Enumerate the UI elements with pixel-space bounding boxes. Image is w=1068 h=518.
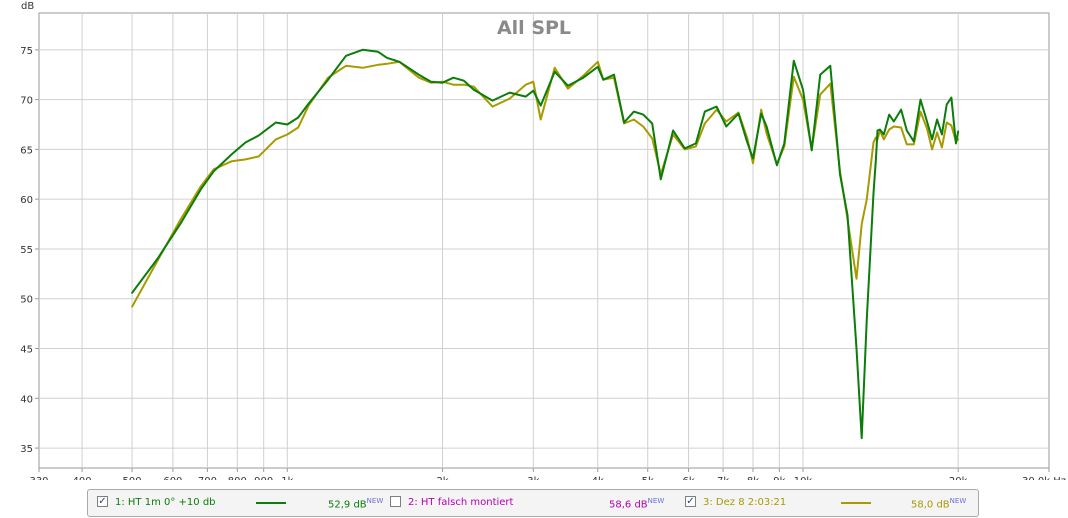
legend-checkbox-1[interactable]: ✓ <box>97 496 108 507</box>
new-badge-2: NEW <box>647 497 665 505</box>
x-tick-label: 4k <box>592 476 604 480</box>
y-tick-label: 35 <box>20 444 33 455</box>
legend-item-2[interactable]: 2: HT falsch montiert 58,6 dBNEW <box>384 490 674 516</box>
new-badge-1: NEW <box>366 497 384 505</box>
y-tick-label: 60 <box>20 195 33 206</box>
x-tick-label: 30,0k Hz <box>1022 476 1066 480</box>
x-tick-label: 6k <box>682 476 694 480</box>
legend-swatch-1 <box>256 502 286 504</box>
x-tick-label: 10k <box>794 476 813 480</box>
series-layer <box>131 48 960 440</box>
x-tick-label: 7k <box>717 476 729 480</box>
x-tick-label: 400 <box>73 476 92 480</box>
new-badge-3: NEW <box>949 497 967 505</box>
legend-value-2: 58,6 dBNEW <box>609 497 665 511</box>
x-tick-label: 800 <box>228 476 247 480</box>
legend-item-3[interactable]: ✓ 3: Dez 8 2:03:21 58,0 dBNEW <box>679 490 974 516</box>
legend-swatch-3 <box>841 502 871 504</box>
x-tick-label: 8k <box>747 476 759 480</box>
check-icon: ✓ <box>686 496 695 507</box>
legend-checkbox-3[interactable]: ✓ <box>685 496 696 507</box>
x-tick-label: 500 <box>123 476 142 480</box>
y-tick-label: 65 <box>20 145 33 156</box>
legend-value-3: 58,0 dBNEW <box>911 497 967 511</box>
series-line-3 <box>131 60 960 308</box>
x-tick-label: 700 <box>198 476 217 480</box>
spl-chart: 330 400 500 600 700 800 900 1k 2k 3k 4k 5k 6k 7k 8k 9k 1… <box>20 1 1066 480</box>
x-tick-label: 9k <box>773 476 785 480</box>
legend-bar: ✓ 1: HT 1m 0° +10 db 52,9 dBNEW 2: HT fa… <box>87 489 979 517</box>
x-tick-label: 20k <box>949 476 968 480</box>
x-tick-label: 3k <box>527 476 539 480</box>
x-tick-label: 900 <box>254 476 273 480</box>
x-tick-label: 1k <box>281 476 293 480</box>
legend-value-1: 52,9 dBNEW <box>328 497 384 511</box>
legend-checkbox-2[interactable] <box>390 496 401 507</box>
x-tick-label: 330 <box>29 476 48 480</box>
x-axis-ticks: 330 400 500 600 700 800 900 1k 2k 3k 4k 5k 6k 7k 8k 9k 1… <box>29 468 1066 480</box>
y-tick-label: 40 <box>20 394 33 405</box>
y-tick-label: 55 <box>20 245 33 256</box>
chart-title: All SPL <box>497 17 571 39</box>
x-tick-label: 600 <box>163 476 182 480</box>
x-tick-label: 5k <box>642 476 654 480</box>
y-tick-label: 45 <box>20 345 33 356</box>
y-axis-ticks: 35 40 45 50 55 60 65 70 75 <box>20 46 39 455</box>
series-line-1 <box>131 48 960 440</box>
y-tick-label: 70 <box>20 96 33 107</box>
legend-label-3: 3: Dez 8 2:03:21 <box>703 497 787 508</box>
legend-label-2: 2: HT falsch montiert <box>408 497 514 508</box>
y-tick-label: 50 <box>20 295 33 306</box>
plot-frame <box>38 12 1050 469</box>
check-icon: ✓ <box>98 496 107 507</box>
legend-label-1: 1: HT 1m 0° +10 db <box>115 497 216 508</box>
y-tick-label: 75 <box>20 46 33 57</box>
legend-item-1[interactable]: ✓ 1: HT 1m 0° +10 db 52,9 dBNEW <box>88 490 388 516</box>
x-tick-label: 2k <box>436 476 448 480</box>
y-axis-label: dB <box>21 1 34 12</box>
